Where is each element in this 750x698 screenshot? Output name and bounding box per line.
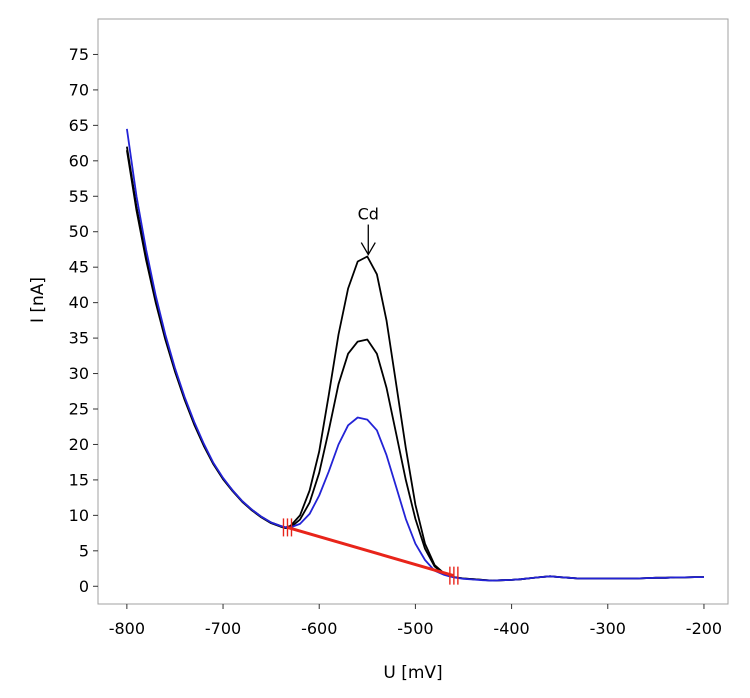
series-group	[126, 128, 704, 582]
series-line-3	[126, 128, 704, 582]
x-tick-label: -800	[109, 619, 145, 638]
y-tick-label: 0	[79, 577, 89, 596]
y-tick-label: 25	[69, 400, 89, 419]
y-tick-label: 70	[69, 80, 89, 99]
x-tick-label: -600	[301, 619, 337, 638]
annotation-group: Cd	[358, 205, 379, 256]
peak-annotation-label: Cd	[358, 205, 379, 224]
x-tick-label: -200	[686, 619, 722, 638]
y-tick-label: 30	[69, 364, 89, 383]
y-tick-label: 20	[69, 435, 89, 454]
y-axis-label: I [nA]	[28, 277, 48, 323]
y-tick-label: 60	[69, 151, 89, 170]
y-tick-label: 50	[69, 222, 89, 241]
plot-frame	[97, 18, 729, 605]
y-tick-label: 35	[69, 329, 89, 348]
y-tick-label: 45	[69, 258, 89, 277]
peak-annotation-arrowhead	[360, 242, 376, 256]
y-tick-label: 10	[69, 506, 89, 525]
baseline-group	[282, 518, 459, 585]
x-tick-label: -300	[590, 619, 626, 638]
y-tick-label: 5	[79, 541, 89, 560]
x-tick-label: -500	[397, 619, 433, 638]
y-tick-label: 15	[69, 470, 89, 489]
y-axis: 0 5 10 15 20 25 30 35 40 45 50 55 60 65 70 75	[69, 45, 98, 596]
y-tick-label: 40	[69, 293, 89, 312]
y-tick-label: 55	[69, 187, 89, 206]
x-axis-label: U [mV]	[383, 663, 442, 683]
x-tick-label: -400	[493, 619, 529, 638]
x-axis: -800 -700 -600 -500 -400 -300 -200	[109, 604, 722, 638]
baseline-line	[287, 525, 455, 578]
x-tick-label: -700	[205, 619, 241, 638]
y-tick-label: 75	[69, 45, 89, 64]
y-tick-label: 65	[69, 116, 89, 135]
